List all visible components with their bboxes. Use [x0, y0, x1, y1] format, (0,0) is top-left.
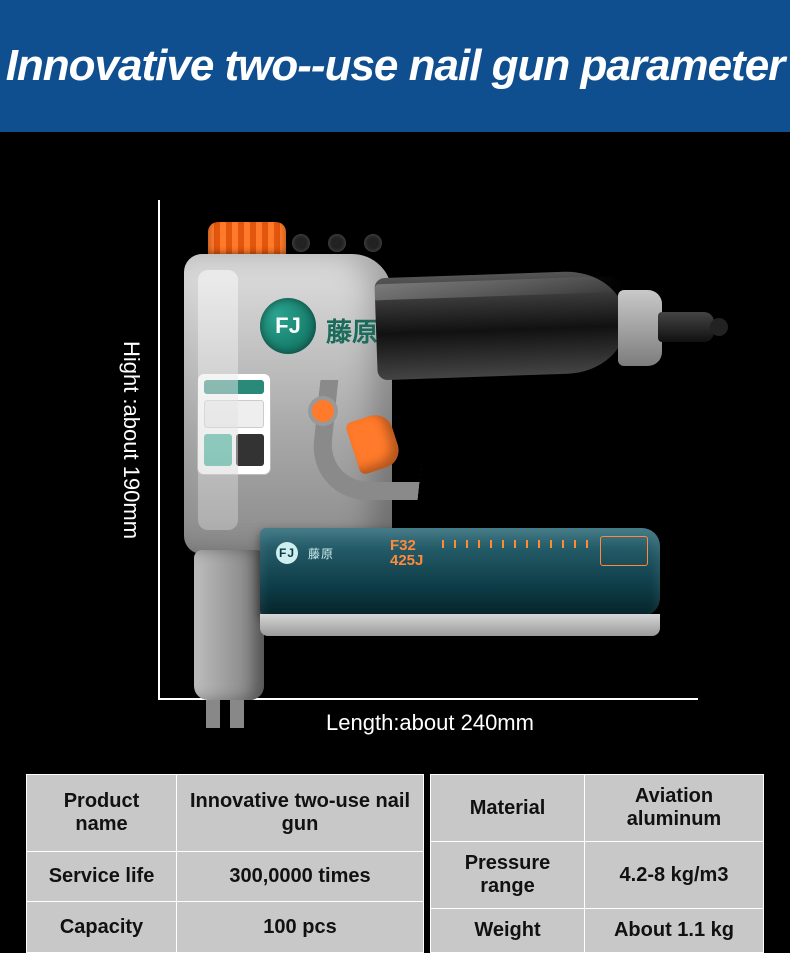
- spec-label: Capacity: [27, 902, 177, 953]
- magazine-scale-icon: [442, 540, 592, 548]
- product-illustration: FJ 藤原 FJ 藤原 F32 425J: [180, 220, 710, 740]
- header-band: Innovative two--use nail gun parameter: [0, 0, 790, 132]
- dimension-diagram: Hight :about 190mm Length:about 240mm FJ…: [0, 140, 790, 760]
- table-row: Product nameInnovative two-use nail gun: [27, 775, 424, 852]
- spec-value: Aviation aluminum: [585, 775, 764, 842]
- table-row: MaterialAviation aluminum: [431, 775, 764, 842]
- rubber-grip: [374, 270, 627, 381]
- spec-label: Weight: [431, 909, 585, 953]
- table-row: Pressure range4.2-8 kg/m3: [431, 842, 764, 909]
- spec-plate: [198, 374, 270, 474]
- safety-button: [312, 400, 334, 422]
- spec-table-right: MaterialAviation aluminum Pressure range…: [430, 774, 764, 953]
- magazine-rail: [260, 614, 660, 636]
- spec-label: Pressure range: [431, 842, 585, 909]
- table-row: WeightAbout 1.1 kg: [431, 909, 764, 953]
- spec-value: 4.2-8 kg/m3: [585, 842, 764, 909]
- spec-value: 300,0000 times: [177, 851, 424, 902]
- spec-label: Service life: [27, 851, 177, 902]
- air-inlet: [658, 312, 714, 342]
- height-guide-line: [158, 200, 160, 700]
- drive-nose: [194, 550, 264, 700]
- brand-cn-text: 藤原: [326, 312, 378, 349]
- table-row: Service life300,0000 times: [27, 851, 424, 902]
- magazine-logo-icon: FJ: [276, 542, 298, 564]
- magazine-brand: FJ 藤原: [276, 542, 334, 564]
- brand-logo-icon: FJ: [260, 298, 316, 354]
- air-collar: [618, 290, 662, 366]
- magazine-model: F32 425J: [390, 538, 423, 568]
- magazine-brand-cn: 藤原: [308, 545, 334, 562]
- spec-label: Product name: [27, 775, 177, 852]
- magazine-indicator: [600, 536, 648, 566]
- page-title: Innovative two--use nail gun parameter: [6, 41, 785, 91]
- spec-value: Innovative two-use nail gun: [177, 775, 424, 852]
- top-bolts: [292, 234, 382, 254]
- height-label: Hight :about 190mm: [118, 341, 144, 539]
- table-row: Capacity100 pcs: [27, 902, 424, 953]
- spec-label: Material: [431, 775, 585, 842]
- spec-table-left: Product nameInnovative two-use nail gun …: [26, 774, 424, 953]
- spec-value: About 1.1 kg: [585, 909, 764, 953]
- spec-tables: Product nameInnovative two-use nail gun …: [26, 774, 764, 953]
- spec-value: 100 pcs: [177, 902, 424, 953]
